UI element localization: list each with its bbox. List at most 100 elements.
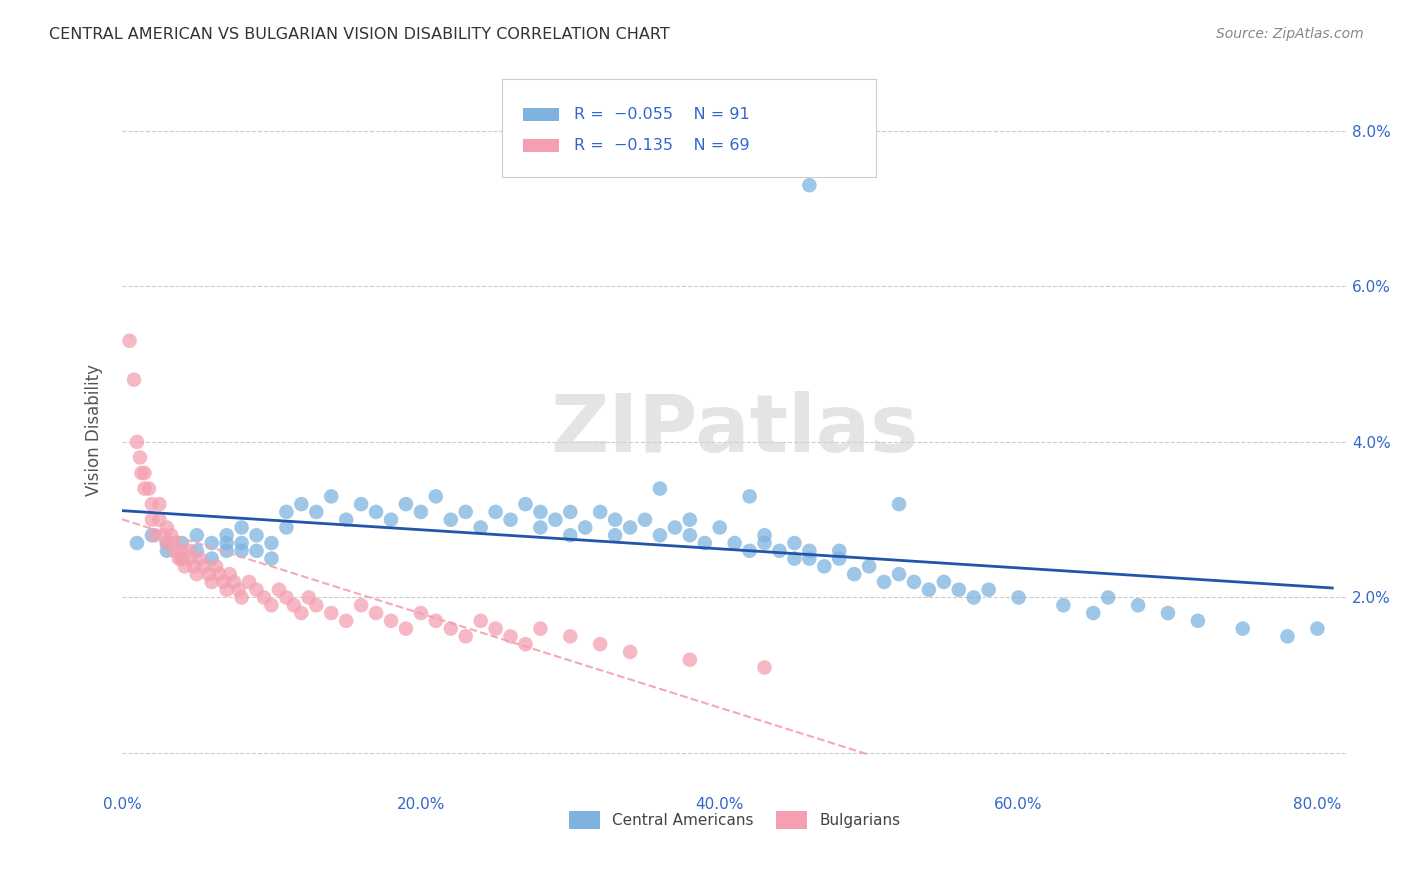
Point — [918, 582, 941, 597]
Point — [305, 505, 328, 519]
Point — [321, 489, 343, 503]
Point — [1232, 622, 1254, 636]
Point — [141, 497, 163, 511]
Point — [499, 629, 522, 643]
Point — [188, 551, 211, 566]
Point — [589, 637, 612, 651]
Point — [335, 513, 357, 527]
Point — [215, 528, 238, 542]
Point — [560, 505, 582, 519]
Point — [454, 505, 477, 519]
Point — [231, 536, 253, 550]
Point — [160, 528, 183, 542]
Point — [156, 536, 179, 550]
Point — [156, 536, 179, 550]
Point — [380, 513, 402, 527]
Point — [813, 559, 835, 574]
Point — [276, 505, 298, 519]
Point — [148, 513, 170, 527]
Point — [799, 544, 821, 558]
Text: R =  −0.055    N = 91: R = −0.055 N = 91 — [574, 107, 749, 121]
Point — [153, 528, 176, 542]
Point — [125, 536, 148, 550]
Point — [245, 528, 267, 542]
Point — [395, 622, 418, 636]
Point — [603, 513, 626, 527]
Point — [231, 591, 253, 605]
Point — [1306, 622, 1329, 636]
Point — [515, 497, 537, 511]
Point — [179, 551, 201, 566]
Point — [799, 551, 821, 566]
Point — [903, 574, 925, 589]
Point — [783, 536, 806, 550]
Point — [454, 629, 477, 643]
Point — [799, 178, 821, 193]
Point — [245, 582, 267, 597]
Point — [425, 489, 447, 503]
Point — [186, 528, 208, 542]
Point — [212, 574, 235, 589]
Point — [170, 536, 193, 550]
Point — [197, 567, 219, 582]
Point — [201, 536, 224, 550]
Point — [380, 614, 402, 628]
Point — [131, 466, 153, 480]
Point — [215, 544, 238, 558]
Point — [183, 559, 205, 574]
Point — [515, 637, 537, 651]
Text: ZIPatlas: ZIPatlas — [551, 392, 918, 469]
Point — [738, 544, 761, 558]
Point — [122, 373, 145, 387]
Point — [215, 582, 238, 597]
Point — [290, 497, 312, 511]
Point — [1097, 591, 1119, 605]
Point — [138, 482, 160, 496]
Point — [484, 622, 506, 636]
Point — [619, 520, 641, 534]
Point — [218, 567, 240, 582]
Point — [201, 574, 224, 589]
Point — [173, 559, 195, 574]
Point — [231, 520, 253, 534]
Y-axis label: Vision Disability: Vision Disability — [86, 364, 103, 496]
Point — [470, 614, 492, 628]
Point — [679, 513, 702, 527]
Point — [529, 505, 551, 519]
Point — [603, 528, 626, 542]
Point — [224, 574, 246, 589]
Point — [364, 606, 387, 620]
Point — [238, 574, 260, 589]
Point — [977, 582, 1000, 597]
Point — [290, 606, 312, 620]
Point — [156, 520, 179, 534]
Point — [887, 567, 910, 582]
Point — [619, 645, 641, 659]
Point — [231, 544, 253, 558]
Point — [1083, 606, 1105, 620]
Point — [560, 629, 582, 643]
Point — [529, 622, 551, 636]
Point — [754, 536, 776, 550]
Text: CENTRAL AMERICAN VS BULGARIAN VISION DISABILITY CORRELATION CHART: CENTRAL AMERICAN VS BULGARIAN VISION DIS… — [49, 27, 671, 42]
Point — [768, 544, 790, 558]
FancyBboxPatch shape — [523, 108, 560, 120]
Point — [679, 528, 702, 542]
Point — [873, 574, 896, 589]
Point — [529, 520, 551, 534]
Point — [276, 591, 298, 605]
Point — [148, 497, 170, 511]
Point — [470, 520, 492, 534]
Point — [201, 551, 224, 566]
Point — [858, 559, 880, 574]
FancyBboxPatch shape — [523, 138, 560, 152]
Point — [948, 582, 970, 597]
Point — [560, 528, 582, 542]
Point — [634, 513, 657, 527]
Point — [335, 614, 357, 628]
Point — [844, 567, 866, 582]
Point — [215, 536, 238, 550]
Point — [409, 505, 432, 519]
Point — [179, 544, 201, 558]
Point — [118, 334, 141, 348]
